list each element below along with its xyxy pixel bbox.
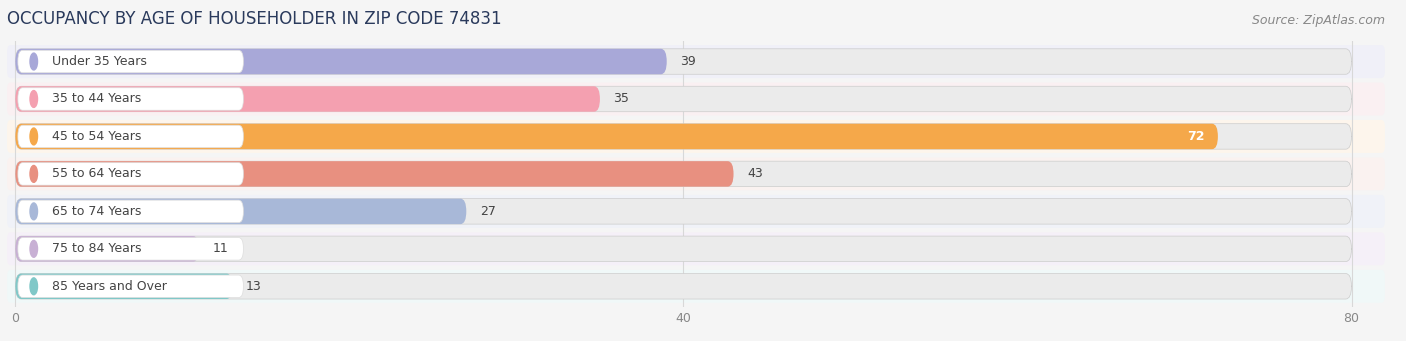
- FancyBboxPatch shape: [15, 199, 467, 224]
- Circle shape: [30, 53, 38, 70]
- FancyBboxPatch shape: [15, 49, 666, 74]
- FancyBboxPatch shape: [7, 270, 1385, 303]
- Circle shape: [30, 240, 38, 257]
- Text: 72: 72: [1187, 130, 1205, 143]
- FancyBboxPatch shape: [7, 158, 1385, 190]
- Text: Under 35 Years: Under 35 Years: [52, 55, 148, 68]
- Text: 55 to 64 Years: 55 to 64 Years: [52, 167, 142, 180]
- FancyBboxPatch shape: [15, 236, 1351, 262]
- FancyBboxPatch shape: [7, 120, 1385, 153]
- FancyBboxPatch shape: [15, 199, 1351, 224]
- Circle shape: [30, 203, 38, 220]
- FancyBboxPatch shape: [15, 124, 1351, 149]
- Text: 85 Years and Over: 85 Years and Over: [52, 280, 167, 293]
- FancyBboxPatch shape: [7, 232, 1385, 265]
- Text: 43: 43: [747, 167, 762, 180]
- FancyBboxPatch shape: [18, 200, 243, 223]
- Text: Source: ZipAtlas.com: Source: ZipAtlas.com: [1251, 14, 1385, 27]
- Circle shape: [30, 91, 38, 107]
- FancyBboxPatch shape: [15, 161, 1351, 187]
- Text: 13: 13: [246, 280, 262, 293]
- Text: 27: 27: [479, 205, 495, 218]
- FancyBboxPatch shape: [15, 86, 1351, 112]
- Text: 35 to 44 Years: 35 to 44 Years: [52, 92, 142, 105]
- FancyBboxPatch shape: [15, 273, 232, 299]
- FancyBboxPatch shape: [18, 88, 243, 110]
- FancyBboxPatch shape: [18, 163, 243, 185]
- Text: OCCUPANCY BY AGE OF HOUSEHOLDER IN ZIP CODE 74831: OCCUPANCY BY AGE OF HOUSEHOLDER IN ZIP C…: [7, 10, 502, 28]
- Text: 39: 39: [681, 55, 696, 68]
- Circle shape: [30, 278, 38, 295]
- Text: 45 to 54 Years: 45 to 54 Years: [52, 130, 142, 143]
- Text: 75 to 84 Years: 75 to 84 Years: [52, 242, 142, 255]
- Circle shape: [30, 165, 38, 182]
- FancyBboxPatch shape: [7, 45, 1385, 78]
- FancyBboxPatch shape: [15, 236, 200, 262]
- FancyBboxPatch shape: [15, 86, 600, 112]
- FancyBboxPatch shape: [15, 124, 1218, 149]
- FancyBboxPatch shape: [18, 275, 243, 298]
- FancyBboxPatch shape: [18, 125, 243, 148]
- FancyBboxPatch shape: [15, 273, 1351, 299]
- Text: 65 to 74 Years: 65 to 74 Years: [52, 205, 142, 218]
- FancyBboxPatch shape: [18, 50, 243, 73]
- FancyBboxPatch shape: [7, 195, 1385, 228]
- FancyBboxPatch shape: [15, 161, 734, 187]
- Text: 11: 11: [212, 242, 228, 255]
- Text: 35: 35: [613, 92, 628, 105]
- FancyBboxPatch shape: [15, 49, 1351, 74]
- FancyBboxPatch shape: [18, 238, 243, 260]
- FancyBboxPatch shape: [7, 83, 1385, 116]
- Circle shape: [30, 128, 38, 145]
